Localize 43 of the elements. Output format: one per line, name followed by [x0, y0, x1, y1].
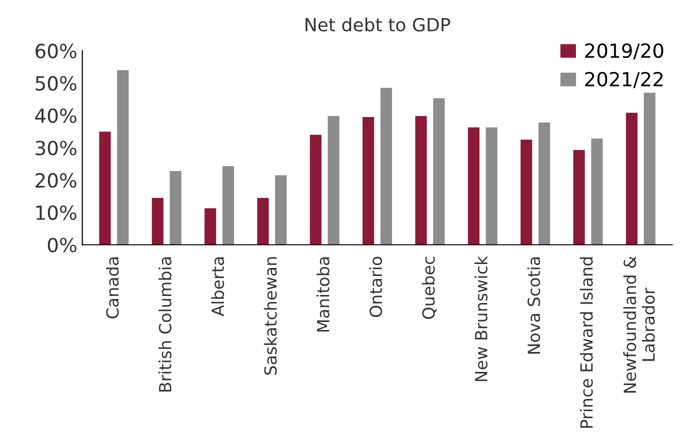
bar — [99, 132, 111, 245]
bar — [117, 70, 129, 245]
x-tick-label: New Brunswick — [474, 256, 488, 382]
y-tick-label: 60% — [36, 44, 76, 58]
y-tick-label: 30% — [36, 140, 76, 156]
bar — [275, 175, 287, 245]
legend-label: 2021/22 — [585, 72, 663, 88]
bar — [433, 98, 445, 245]
x-tick-label: British Columbia — [158, 257, 172, 392]
bar — [257, 198, 269, 245]
y-tick-label: 20% — [36, 173, 76, 188]
bar — [152, 198, 164, 245]
bar — [538, 122, 550, 245]
bar — [644, 92, 656, 245]
x-tick-label: Newfoundland & Labrador — [623, 256, 655, 393]
bar — [380, 88, 392, 245]
bar — [362, 117, 374, 245]
bar — [204, 208, 216, 245]
bar — [591, 138, 603, 245]
bar — [310, 134, 322, 245]
y-tick-label: 40% — [35, 108, 76, 124]
x-tick-label: Ontario — [369, 256, 382, 318]
y-tick-label: 10% — [36, 205, 76, 220]
bar — [170, 171, 182, 245]
x-tick-label: Prince Edward Island — [580, 257, 593, 428]
legend-label: 2019/20 — [585, 43, 664, 60]
bar — [573, 150, 585, 245]
y-tick-label: 50% — [36, 76, 76, 91]
x-tick-label: Manitoba — [316, 257, 330, 332]
bar — [328, 116, 340, 245]
x-tick-label: Nova Scotia — [527, 257, 540, 354]
y-tick-label: 0% — [48, 238, 76, 252]
bar — [520, 140, 532, 245]
x-tick-label: Saskatchewan — [264, 257, 277, 375]
x-tick-label: Alberta — [211, 257, 224, 316]
x-tick-label: Quebec — [422, 256, 437, 319]
x-tick-label: Canada — [106, 257, 119, 318]
bar — [468, 127, 480, 245]
chart-title: Net debt to GDP — [306, 18, 450, 32]
bar — [222, 166, 234, 245]
bar — [486, 127, 498, 245]
bar — [626, 112, 638, 245]
bar — [415, 116, 427, 245]
